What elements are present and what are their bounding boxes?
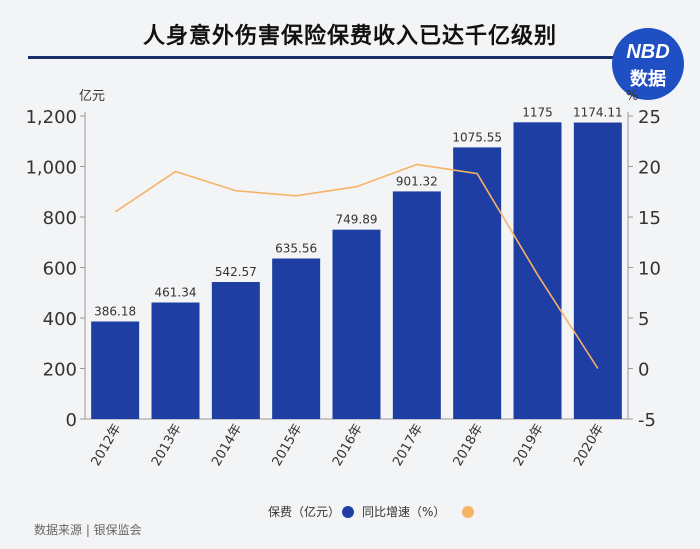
x-tick-label: 2012年 <box>89 422 125 469</box>
y-tick-label: 800 <box>43 208 77 229</box>
legend-line-swatch <box>462 506 474 518</box>
y-tick-label: 400 <box>43 309 77 330</box>
bar-2014年 <box>211 282 260 419</box>
y-tick-label: 200 <box>43 360 77 381</box>
y2-tick-label: 25 <box>638 107 661 128</box>
bar-2016年 <box>332 229 381 419</box>
y2-tick-label: 15 <box>638 208 661 229</box>
y-tick-label: 600 <box>43 259 77 280</box>
bar-2017年 <box>392 191 441 419</box>
legend-bar-swatch <box>342 506 354 518</box>
x-tick-label: 2017年 <box>390 422 426 469</box>
logo-line-1: NBD <box>626 41 670 63</box>
data-source: 数据来源 | 银保监会 <box>34 523 142 537</box>
title-underline <box>28 56 670 59</box>
bar-value-label: 749.89 <box>336 213 378 227</box>
growth-line-group <box>114 163 599 369</box>
bars-group <box>91 122 622 419</box>
nbd-logo: NBD 数据 <box>612 28 684 100</box>
x-tick-label: 2013年 <box>149 422 185 469</box>
y-tick-label: 1,200 <box>25 107 77 128</box>
y2-tick-label: 20 <box>638 158 661 179</box>
y2-tick-label: 10 <box>638 259 661 280</box>
legend-bar-label: 保费（亿元） <box>268 504 340 519</box>
x-tick-label: 2018年 <box>451 421 487 468</box>
logo-line-2: 数据 <box>630 69 666 89</box>
y2-tick-label: -5 <box>638 410 656 431</box>
x-ticks-group: 2012年 2013年 2014年 2015年 2016年 2017年 2018年 2019年… <box>89 421 608 468</box>
bar-value-label: 386.18 <box>94 304 136 318</box>
bar-value-label: 1075.55 <box>452 130 502 144</box>
x-tick-label: 2019年 <box>511 422 547 469</box>
bar-value-label: 461.34 <box>155 286 197 300</box>
bar-value-label: 635.56 <box>275 242 317 256</box>
bar-2012年 <box>91 321 140 419</box>
bar-2018年 <box>453 147 502 419</box>
bar-labels-group: 386.18 461.34 542.57 635.56 749.89 901.32 1075… <box>94 105 622 318</box>
bar-value-label: 901.32 <box>396 174 438 188</box>
bar-2015年 <box>272 258 321 419</box>
bar-2020年 <box>573 122 622 419</box>
x-tick-label: 2016年 <box>330 422 366 469</box>
y2-tick-label: 5 <box>638 309 649 330</box>
y2-axis-unit: % <box>626 89 638 104</box>
x-tick-label: 2020年 <box>571 422 607 469</box>
bar-value-label: 1175 <box>522 105 553 119</box>
y-tick-label: 1,000 <box>25 158 77 179</box>
y-tick-label: 0 <box>66 410 77 431</box>
x-tick-label: 2015年 <box>270 422 306 469</box>
legend-group: 保费（亿元） 同比增速（%） <box>268 504 474 519</box>
chart-title: 人身意外伤害保险保费收入已达千亿级别 <box>142 24 557 49</box>
y-axis-unit: 亿元 <box>79 89 105 104</box>
bar-value-label: 542.57 <box>215 265 257 279</box>
bar-2013年 <box>151 302 200 419</box>
legend-line-label: 同比增速（%） <box>362 505 445 519</box>
bar-2019年 <box>513 122 562 419</box>
y2-tick-label: 0 <box>638 360 649 381</box>
x-tick-label: 2014年 <box>209 422 245 469</box>
bar-value-label: 1174.11 <box>573 106 623 120</box>
